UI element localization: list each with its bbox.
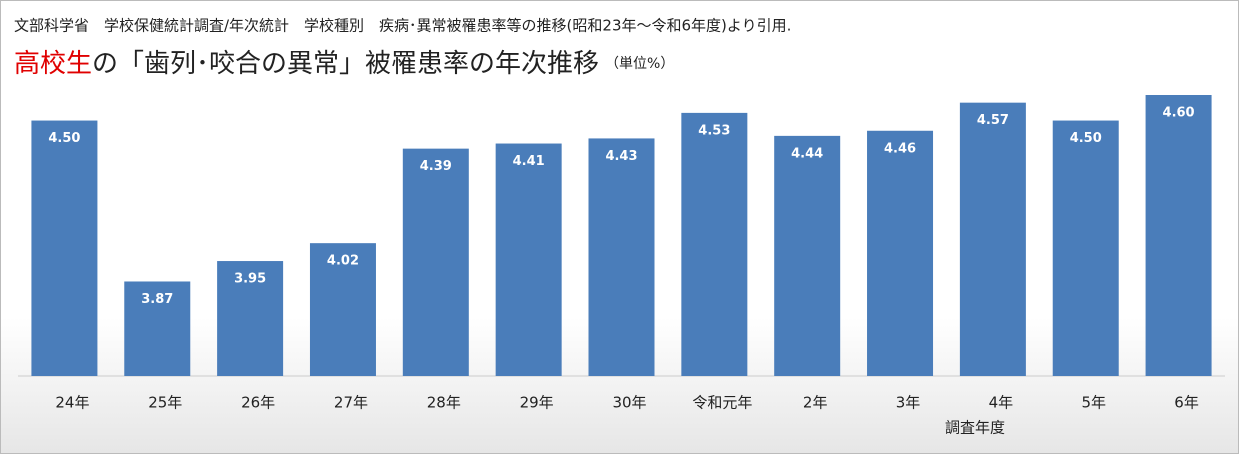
x-tick-label: 25年 [148,394,182,412]
bar [588,138,655,376]
value-label: 4.39 [420,159,452,174]
x-axis-title: 調査年度 [945,419,1005,437]
source: 文部科学省 学校保健統計調査/年次統計 学校種別 疾病･異常被罹患率等の推移(昭… [14,17,791,35]
x-tick-label: 24年 [55,394,89,412]
value-label: 4.41 [513,154,545,169]
title-highlight: 高校生 [14,49,92,79]
x-tick-label: 3年 [896,394,921,412]
bar [774,135,841,376]
bar [1145,95,1212,376]
x-tick-label: 5年 [1081,394,1106,412]
value-label: 4.57 [977,113,1009,128]
value-label: 3.95 [234,272,266,287]
x-tick-label: 29年 [520,394,554,412]
value-label: 4.43 [605,149,637,164]
bar [1052,120,1119,376]
x-tick-label: 令和元年 [692,394,752,412]
x-tick-label: 6年 [1174,394,1199,412]
bar [217,261,284,376]
value-label: 3.87 [141,292,173,307]
x-tick-label: 26年 [241,394,275,412]
x-tick-label: 28年 [427,394,461,412]
x-tick-label: 27年 [334,394,368,412]
bar [495,143,562,376]
bar [124,281,191,376]
value-label: 4.53 [698,123,730,138]
value-label: 4.60 [1163,106,1195,121]
bar [309,243,376,376]
bar [959,102,1026,376]
value-label: 4.46 [884,141,916,156]
value-label: 4.44 [791,146,823,161]
x-tick-label: 4年 [989,394,1014,412]
value-label: 4.50 [48,131,80,146]
value-label: 4.02 [327,254,359,269]
bar [867,130,934,376]
unit: （単位%） [605,56,674,72]
bar [402,148,469,376]
bar [681,112,748,376]
bar [31,120,98,376]
chart-title: 高校生の「歯列･咬合の異常」被罹患率の年次推移 （単位%） [14,49,674,79]
value-label: 4.50 [1070,131,1102,146]
x-tick-label: 2年 [803,394,828,412]
x-tick-label: 30年 [612,394,646,412]
title-text: の「歯列･咬合の異常」被罹患率の年次推移 [92,49,599,79]
